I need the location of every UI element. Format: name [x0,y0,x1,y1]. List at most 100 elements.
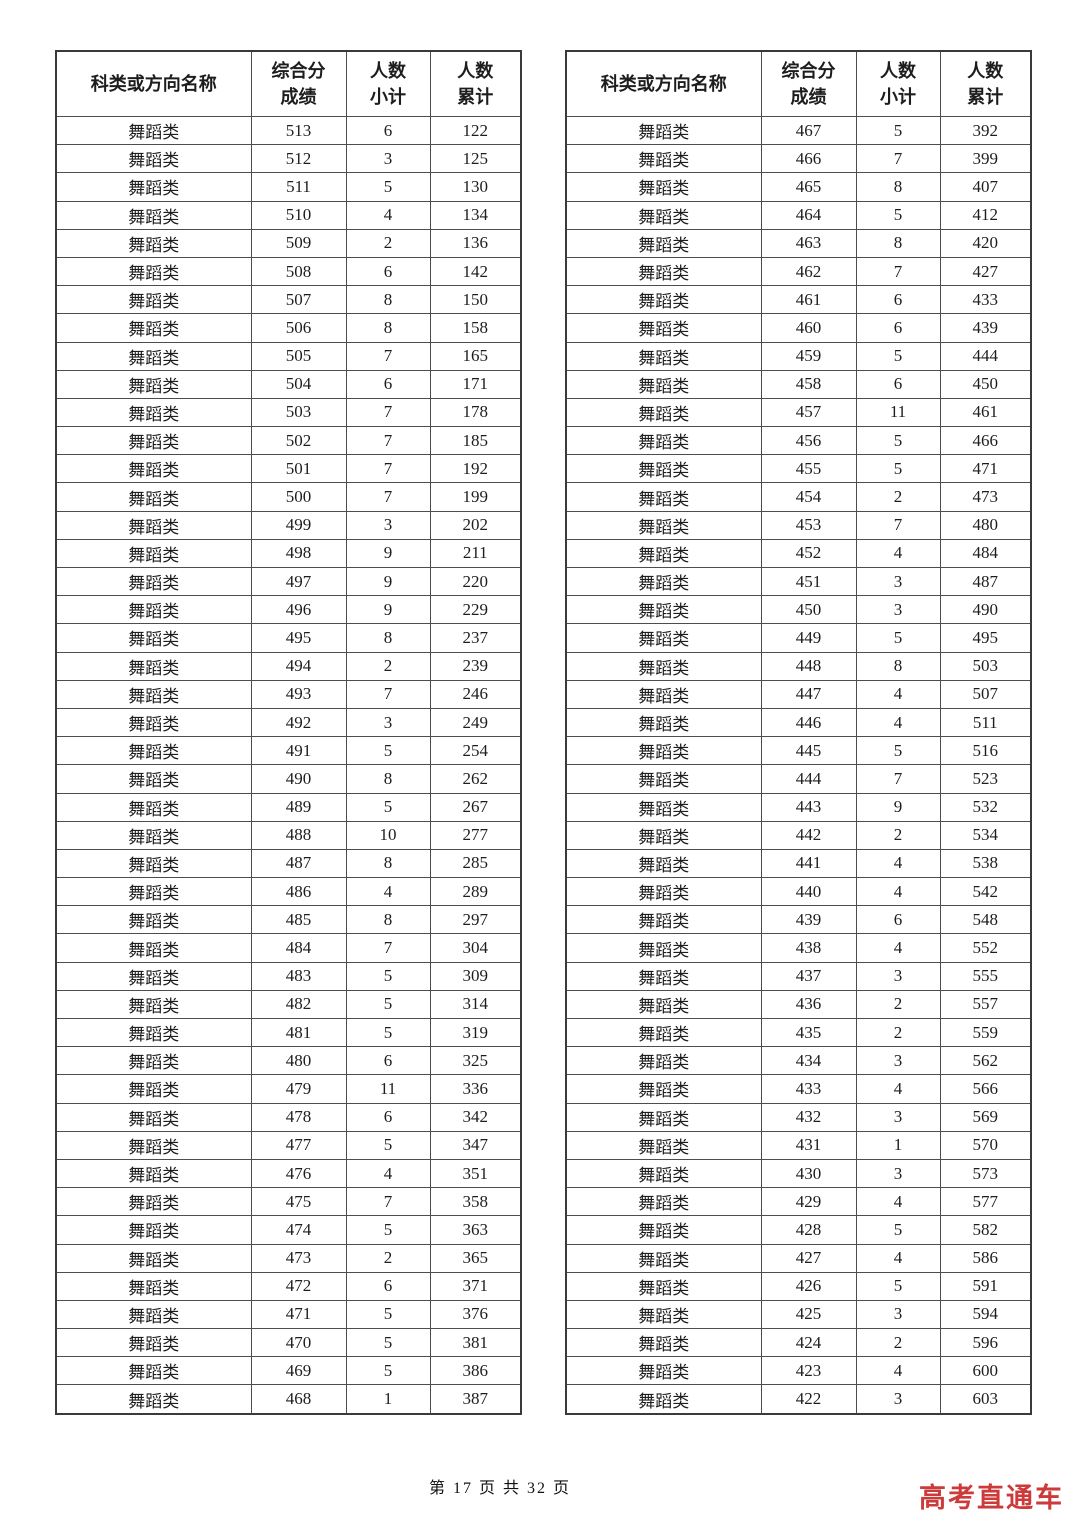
table-row: 舞蹈类 458 6 450 [565,369,1032,399]
table-row: 舞蹈类 423 4 600 [565,1356,1032,1386]
table-cell: 461 [760,285,857,315]
table-row: 舞蹈类 513 6 122 [55,115,522,146]
table-row: 舞蹈类 510 4 134 [55,200,522,230]
table-cell: 457 [760,397,857,428]
table-cell: 5 [855,426,941,456]
table-cell: 2 [855,482,941,512]
table-cell: 596 [939,1328,1032,1358]
table-cell: 4 [855,1187,941,1217]
table-row: 舞蹈类 424 2 596 [565,1328,1032,1358]
table-row: 舞蹈类 479 11 336 [55,1074,522,1104]
table-cell: 507 [939,679,1032,709]
table-cell: 496 [250,595,347,625]
table-cell: 5 [345,961,431,991]
table-cell: 8 [345,313,431,343]
table-cell: 559 [939,1017,1032,1048]
table-cell: 4 [855,1074,941,1104]
table-row: 舞蹈类 500 7 199 [55,482,522,512]
table-cell: 171 [429,369,522,399]
table-cell: 443 [760,792,857,822]
table-row: 舞蹈类 436 2 557 [565,989,1032,1020]
table-cell: 舞蹈类 [565,679,762,709]
table-cell: 432 [760,1102,857,1132]
table-cell: 4 [855,1243,941,1273]
table-row: 舞蹈类 477 5 347 [55,1130,522,1160]
table-cell: 舞蹈类 [55,256,252,287]
table-cell: 6 [345,1102,431,1132]
table-row: 舞蹈类 459 5 444 [565,341,1032,371]
table-cell: 492 [250,707,347,738]
table-cell: 125 [429,144,522,174]
table-cell: 8 [345,764,431,794]
table-cell: 7 [345,679,431,709]
table-row: 舞蹈类 429 4 577 [565,1187,1032,1217]
table-cell: 192 [429,454,522,484]
table-cell: 512 [250,144,347,174]
table-cell: 229 [429,595,522,625]
table-cell: 3 [855,1046,941,1076]
table-cell: 7 [345,454,431,484]
table-row: 舞蹈类 447 4 507 [565,679,1032,709]
table-cell: 495 [250,623,347,653]
table-cell: 舞蹈类 [55,933,252,963]
table-cell: 445 [760,736,857,766]
table-cell: 482 [250,989,347,1020]
table-cell: 舞蹈类 [565,341,762,371]
table-cell: 444 [939,341,1032,371]
table-cell: 3 [345,510,431,540]
table-cell: 489 [250,792,347,822]
table-cell: 6 [855,285,941,315]
table-cell: 466 [760,144,857,174]
table-cell: 493 [250,679,347,709]
table-cell: 511 [939,707,1032,738]
table-cell: 430 [760,1158,857,1189]
table-cell: 371 [429,1271,522,1301]
table-cell: 277 [429,820,522,850]
table-cell: 365 [429,1243,522,1273]
table-cell: 3 [855,1384,941,1415]
table-row: 舞蹈类 455 5 471 [565,454,1032,484]
table-cell: 舞蹈类 [55,679,252,709]
table-cell: 4 [855,679,941,709]
table-cell: 122 [429,115,522,146]
table-cell: 舞蹈类 [55,1328,252,1358]
table-cell: 254 [429,736,522,766]
table-cell: 7 [345,341,431,371]
table-row: 舞蹈类 481 5 319 [55,1017,522,1048]
table-cell: 舞蹈类 [565,538,762,569]
table-cell: 5 [855,1215,941,1245]
table-row: 舞蹈类 430 3 573 [565,1158,1032,1189]
table-cell: 舞蹈类 [55,426,252,456]
table-row: 舞蹈类 425 3 594 [565,1299,1032,1330]
table-cell: 8 [855,651,941,681]
table-cell: 548 [939,905,1032,935]
table-row: 舞蹈类 438 4 552 [565,933,1032,963]
table-cell: 458 [760,369,857,399]
table-row: 舞蹈类 433 4 566 [565,1074,1032,1104]
table-cell: 491 [250,736,347,766]
table-cell: 舞蹈类 [565,1158,762,1189]
table-cell: 510 [250,200,347,230]
table-cell: 552 [939,933,1032,963]
table-cell: 5 [855,623,941,653]
table-cell: 3 [855,1102,941,1132]
table-row: 舞蹈类 456 5 466 [565,426,1032,456]
table-cell: 442 [760,820,857,850]
table-cell: 舞蹈类 [565,651,762,681]
table-row: 舞蹈类 501 7 192 [55,454,522,484]
table-row: 舞蹈类 450 3 490 [565,595,1032,625]
table-cell: 582 [939,1215,1032,1245]
table-row: 舞蹈类 490 8 262 [55,764,522,794]
table-cell: 456 [760,426,857,456]
table-cell: 舞蹈类 [55,510,252,540]
table-cell: 471 [939,454,1032,484]
table-cell: 185 [429,426,522,456]
table-cell: 舞蹈类 [55,1271,252,1301]
table-cell: 8 [855,228,941,258]
table-row: 舞蹈类 444 7 523 [565,764,1032,794]
table-cell: 469 [250,1356,347,1386]
table-row: 舞蹈类 443 9 532 [565,792,1032,822]
table-cell: 舞蹈类 [55,1243,252,1273]
table-cell: 603 [939,1384,1032,1415]
